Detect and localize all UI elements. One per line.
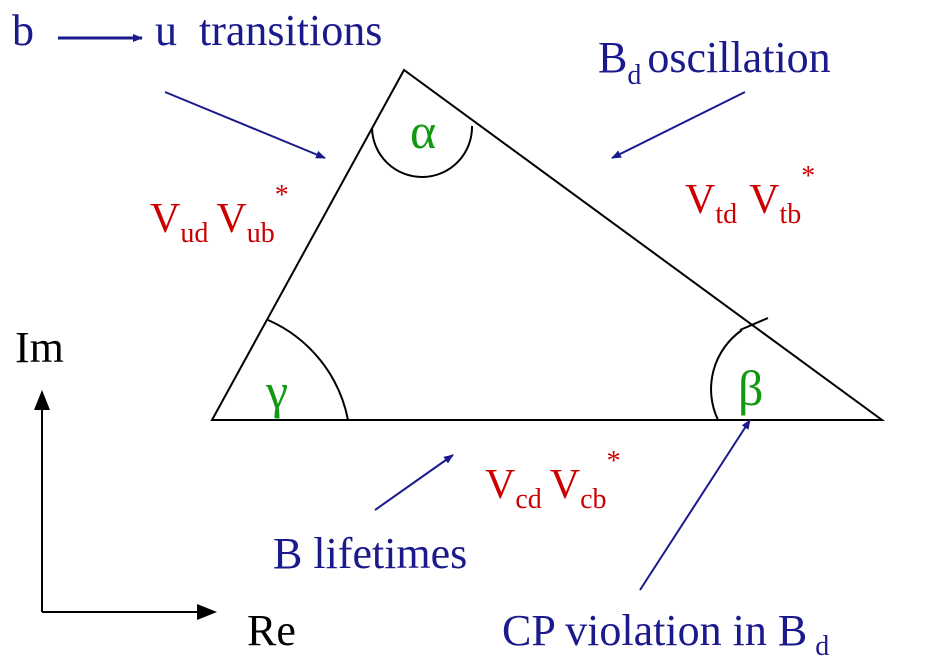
side-bottom: Vcd Vcb* (485, 446, 621, 515)
gamma: γ (265, 363, 288, 419)
b-lifetimes: B lifetimes (273, 529, 467, 578)
side-left: Vud Vub* (150, 180, 289, 249)
beta-tick (739, 317, 769, 331)
beta: β (738, 360, 763, 416)
axes (34, 390, 217, 620)
arrows (58, 34, 751, 591)
b-label: b (12, 6, 34, 55)
u-transitions: u transitions (155, 6, 382, 55)
side-right: Vtd Vtb* (685, 161, 815, 230)
gamma-arc (267, 319, 349, 421)
beta-arc (710, 329, 743, 421)
im-axis-label: Im (15, 323, 64, 372)
alpha-arc (371, 125, 474, 178)
alpha: α (410, 103, 436, 159)
triangle (210, 68, 886, 421)
bd-oscillation: Bd oscillation (598, 33, 831, 91)
re-axis-label: Re (247, 606, 296, 655)
